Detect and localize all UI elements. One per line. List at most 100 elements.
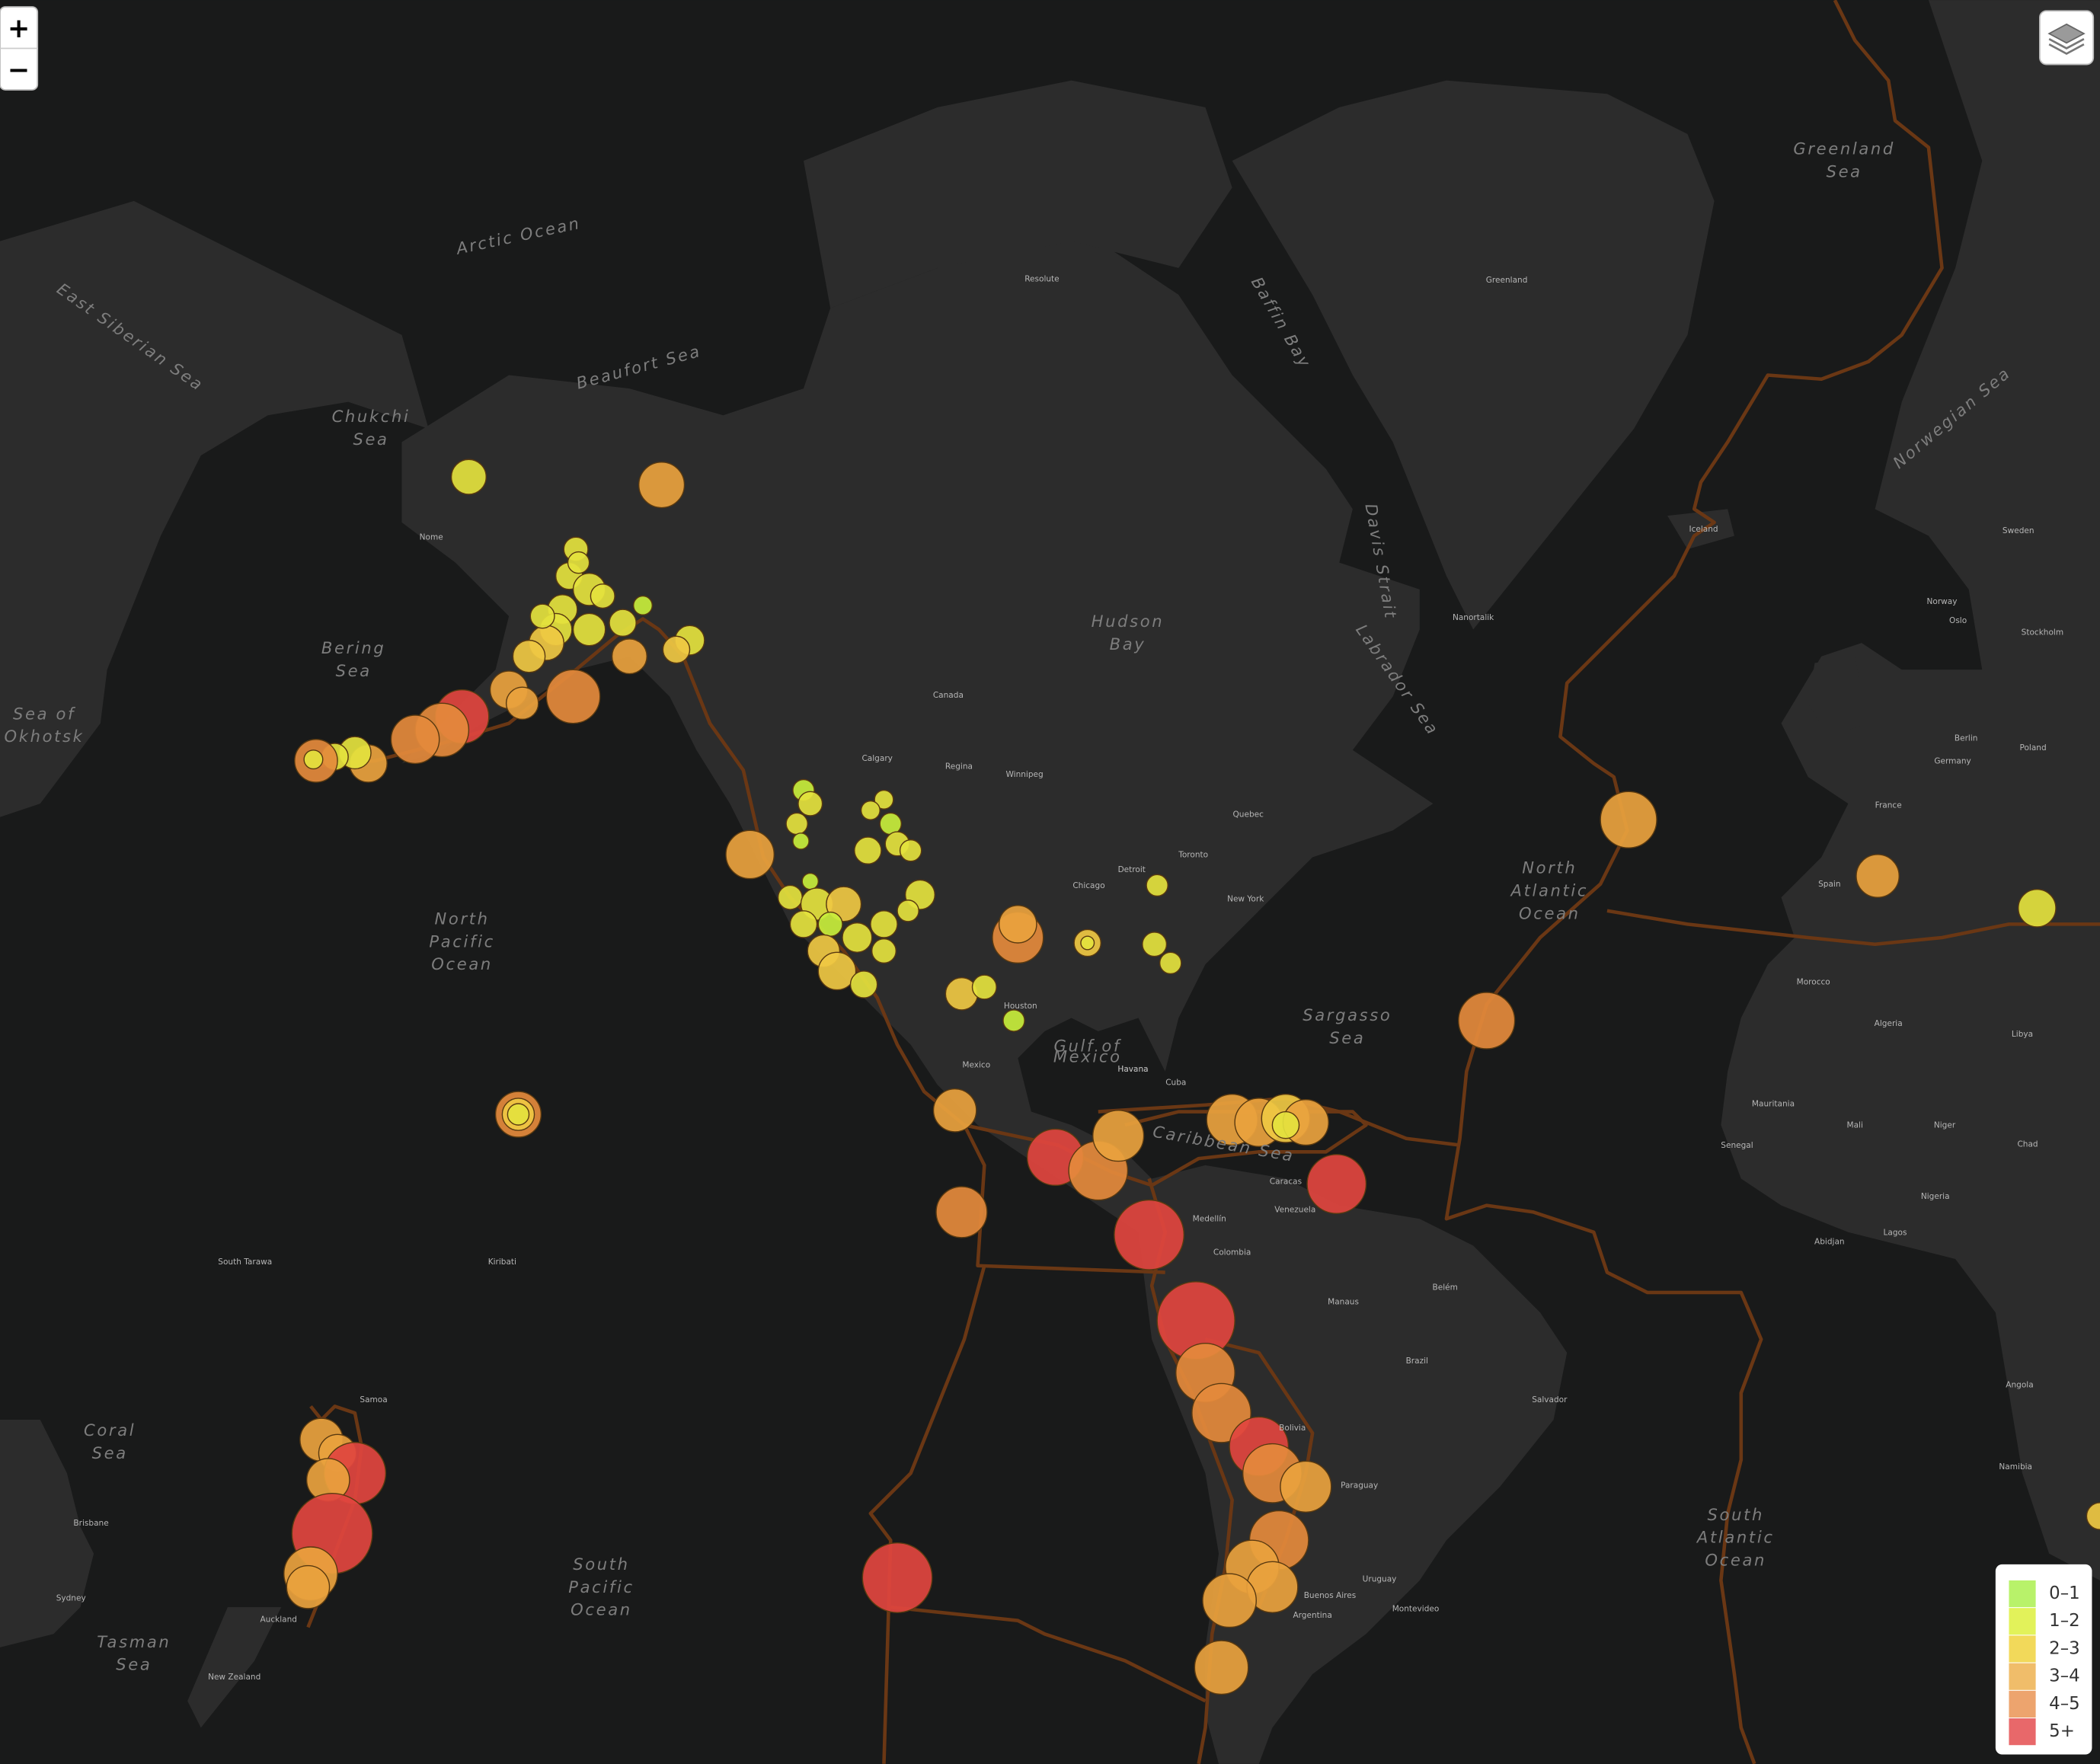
earthquake — [971, 974, 997, 1000]
water-label: Chukchi — [332, 407, 411, 426]
water-label: Gulf of — [1054, 1036, 1122, 1055]
earthquake — [785, 812, 808, 836]
earthquake — [1202, 1573, 1257, 1628]
water-label: Greenland — [1793, 139, 1895, 158]
legend-swatch — [2009, 1663, 2036, 1690]
legend-label: 0–1 — [2049, 1583, 2079, 1603]
earthquake — [854, 836, 882, 864]
place-label: Mexico — [962, 1061, 990, 1070]
place-label: Sydney — [56, 1593, 86, 1603]
earthquake — [870, 910, 898, 938]
earthquake — [1600, 791, 1657, 848]
place-label: Senegal — [1721, 1141, 1753, 1150]
earthquake — [590, 583, 615, 609]
place-label: Manaus — [1328, 1298, 1359, 1307]
place-label: Houston — [1004, 1002, 1037, 1011]
water-label: Tasman — [97, 1632, 171, 1651]
place-label: Morocco — [1797, 978, 1830, 987]
place-label: Caracas — [1270, 1177, 1302, 1186]
legend: 0–1 1–2 2–3 3–4 4–5 5+ — [1995, 1564, 2092, 1755]
legend-swatch — [2009, 1608, 2036, 1635]
zoom-out[interactable]: − — [8, 54, 30, 85]
place-label: Buenos Aires — [1304, 1591, 1357, 1600]
place-label: Calgary — [861, 754, 892, 763]
place-label: Winnipeg — [1005, 770, 1043, 779]
water-label: Sea — [353, 430, 388, 449]
water-label: Sea — [1329, 1028, 1365, 1047]
legend-swatch — [2009, 1718, 2036, 1746]
earthquake — [507, 1103, 530, 1126]
earthquake — [567, 551, 590, 574]
earthquake — [662, 635, 691, 664]
place-label: Detroit — [1118, 865, 1146, 874]
place-label: Toronto — [1178, 850, 1208, 859]
earthquake — [725, 829, 775, 880]
water-label: Hudson — [1092, 612, 1165, 631]
water-label: Ocean — [1705, 1551, 1766, 1570]
water-label: Atlantic — [1696, 1528, 1775, 1547]
water-label: Pacific — [429, 932, 494, 951]
legend-label: 2–3 — [2049, 1638, 2079, 1658]
water-label: Ocean — [1519, 903, 1581, 922]
earthquake — [899, 839, 922, 862]
earthquake — [505, 686, 539, 721]
place-label: Canada — [933, 691, 964, 700]
place-label: Colombia — [1213, 1248, 1251, 1257]
earthquake — [638, 462, 686, 509]
place-label: Lagos — [1884, 1228, 1907, 1237]
place-label: Nigeria — [1921, 1192, 1950, 1201]
place-label: Algeria — [1875, 1019, 1903, 1028]
earthquake — [1142, 932, 1168, 957]
earthquake — [797, 791, 823, 816]
earthquake — [529, 603, 555, 629]
place-label: South Tarawa — [218, 1257, 272, 1267]
legend-swatch — [2009, 1635, 2036, 1663]
place-label: Havana — [1117, 1065, 1148, 1074]
water-label: Sea of — [13, 704, 76, 723]
earthquake — [1080, 935, 1095, 951]
place-label: Nanortalik — [1453, 613, 1494, 622]
place-label: Salvador — [1532, 1395, 1568, 1404]
earthquake — [932, 1088, 977, 1133]
earthquake — [609, 609, 637, 638]
earthquake — [1146, 874, 1168, 897]
earthquake — [1002, 1009, 1025, 1032]
place-label: Venezuela — [1274, 1205, 1315, 1214]
earthquake — [2086, 1502, 2100, 1530]
earthquake — [1458, 992, 1516, 1050]
earthquake — [303, 749, 324, 770]
place-label: Mauritania — [1752, 1100, 1795, 1109]
layers-icon — [2048, 37, 2085, 55]
earthquake — [611, 638, 647, 675]
place-label: Chicago — [1072, 881, 1104, 890]
place-label: Poland — [2019, 743, 2046, 753]
earthquake — [842, 922, 873, 954]
earthquake — [801, 872, 820, 890]
earthquake — [935, 1186, 988, 1238]
earthquake — [1092, 1110, 1145, 1162]
place-label: Cuba — [1165, 1078, 1186, 1087]
earthquake — [998, 905, 1037, 944]
earthquake — [286, 1564, 331, 1609]
water-label: Sea — [116, 1655, 152, 1674]
place-label: Libya — [2012, 1030, 2033, 1039]
legend-label: 4–5 — [2049, 1694, 2079, 1714]
place-label: Resolute — [1024, 274, 1059, 283]
place-label: Iceland — [1689, 525, 1718, 534]
place-label: Kiribati — [488, 1257, 516, 1267]
earthquake — [1855, 854, 1900, 898]
layers-control[interactable] — [2038, 10, 2095, 66]
place-label: Montevideo — [1392, 1604, 1440, 1613]
place-label: Stockholm — [2022, 628, 2063, 638]
legend-swatch — [2009, 1580, 2036, 1608]
place-label: Uruguay — [1363, 1575, 1397, 1584]
earthquake — [879, 812, 903, 836]
place-label: Bolivia — [1279, 1424, 1306, 1433]
place-label: Niger — [1934, 1121, 1956, 1130]
zoom-in[interactable]: + — [8, 13, 30, 44]
legend-label: 5+ — [2049, 1721, 2075, 1741]
earthquake — [789, 910, 818, 938]
earthquake — [817, 911, 843, 937]
place-label: Havana — [1117, 1065, 1148, 1074]
